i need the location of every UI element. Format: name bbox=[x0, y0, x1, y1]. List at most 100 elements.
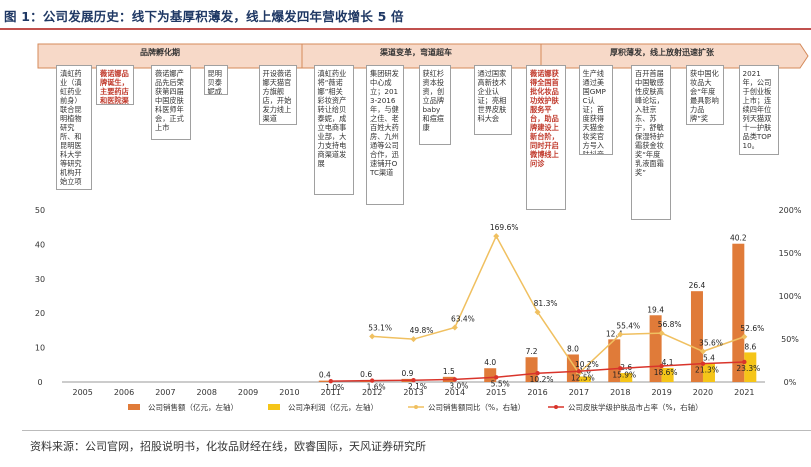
bar-data-label: 5.4 bbox=[703, 353, 715, 362]
y-right-tick-label: 50% bbox=[781, 335, 799, 344]
line-data-label: 12.5% bbox=[571, 373, 595, 382]
line-point bbox=[576, 369, 582, 374]
title-rule bbox=[0, 28, 811, 30]
line-point bbox=[700, 361, 706, 366]
line-data-label: 23.3% bbox=[736, 364, 760, 373]
legend-swatch bbox=[268, 404, 280, 410]
timeline-event: 百开首届中国敏感性皮肤高峰论坛，入驻京东、苏宁，舒敏保湿特护霜获金妆奖“年度乳液… bbox=[631, 65, 671, 220]
bar bbox=[578, 376, 591, 382]
bar-data-label: 8.6 bbox=[744, 342, 756, 351]
y-left-tick-label: 0 bbox=[37, 378, 42, 387]
line-point bbox=[617, 331, 624, 338]
bar bbox=[649, 315, 662, 382]
timeline-event: 通过国家高新技术企业认证；亮相世界皮肤科大会 bbox=[473, 65, 512, 135]
x-tick-label: 2007 bbox=[155, 388, 175, 397]
line-data-label: 35.6% bbox=[699, 338, 723, 347]
bar-data-label: 1.5 bbox=[443, 367, 455, 376]
line-data-label: 5.5% bbox=[491, 379, 510, 388]
phase-label-expansion: 厚积薄发，线上放射迅速扩张 bbox=[610, 48, 714, 57]
y-right-tick-label: 150% bbox=[779, 249, 802, 258]
legend-marker bbox=[554, 405, 558, 409]
timeline-event: 薇诺娜获得全国首批化妆品功效护肤服务平台，助品牌建设上新台阶，同时开启微博线上问… bbox=[526, 65, 566, 210]
legend-swatch bbox=[128, 404, 140, 410]
phase-banner bbox=[37, 43, 809, 69]
bar-data-label: 19.4 bbox=[647, 305, 664, 314]
line-point bbox=[369, 378, 375, 383]
bar bbox=[318, 380, 331, 382]
source-divider bbox=[22, 430, 811, 431]
y-left-tick-label: 50 bbox=[35, 206, 45, 215]
bar bbox=[690, 291, 703, 382]
line-data-label: 52.6% bbox=[740, 324, 764, 333]
line-data-label: 1.6% bbox=[367, 383, 386, 392]
y-left-tick-label: 40 bbox=[35, 240, 45, 249]
line-point bbox=[741, 333, 748, 340]
y-left-tick-label: 20 bbox=[35, 309, 45, 318]
bar-data-label: 26.4 bbox=[689, 281, 706, 290]
line-data-label: 3.0% bbox=[449, 381, 468, 390]
line-data-label: 56.8% bbox=[658, 320, 682, 329]
line-point bbox=[534, 309, 541, 316]
bar-data-label: 12.4 bbox=[606, 329, 623, 338]
figure-title: 图 1：公司发展历史：线下为基厚积薄发，线上爆发四年营收增长 5 倍 bbox=[4, 9, 404, 24]
bar-data-label: 7.2 bbox=[526, 347, 538, 356]
legend-label: 公司销售额（亿元，左轴） bbox=[148, 402, 238, 412]
bar-data-label: 0.9 bbox=[402, 369, 414, 378]
y-right-tick-label: 200% bbox=[779, 206, 802, 215]
bar-data-label: 40.2 bbox=[730, 234, 747, 243]
timeline-event: 薇诺娜产品先后荣获第四届中国皮肤科医师年会，正式上市 bbox=[151, 65, 191, 140]
line-point bbox=[659, 363, 664, 369]
timeline-event: 2021年，公司于创业板上市；连续四年位列天猫双十一护肤品类TOP10。 bbox=[738, 65, 779, 155]
bar bbox=[525, 357, 538, 382]
timeline-event: 薇诺娜品牌诞生，主要药店和医院渠道。 bbox=[96, 65, 134, 105]
line-data-label: 81.3% bbox=[534, 299, 558, 308]
x-tick-label: 2019 bbox=[651, 388, 671, 397]
bar-data-label: 4.1 bbox=[662, 358, 674, 367]
line-data-label: 18.6% bbox=[654, 368, 678, 377]
y-right-tick-label: 100% bbox=[779, 292, 802, 301]
line-point bbox=[410, 336, 417, 343]
timeline-event: 生产线通过美国GMPC认证；首度获得天猫金妆奖官方号入驻抖音 bbox=[578, 65, 613, 155]
line-point bbox=[618, 366, 623, 371]
line-point bbox=[494, 375, 499, 380]
x-tick-label: 2016 bbox=[527, 388, 547, 397]
timeline-event: 开设薇诺娜天猫官方旗舰店，开始发力线上渠道 bbox=[258, 65, 297, 125]
line-point bbox=[328, 378, 333, 384]
x-tick-label: 2018 bbox=[610, 388, 630, 397]
bar bbox=[661, 367, 674, 382]
timeline-event: 昆明贝泰妮成立 bbox=[203, 65, 228, 95]
line-data-label: 1.0% bbox=[325, 383, 344, 392]
bar bbox=[484, 368, 497, 382]
line-point bbox=[699, 348, 706, 355]
bar-data-label: 0.4 bbox=[319, 371, 331, 380]
x-tick-label: 2009 bbox=[238, 388, 258, 397]
line-point bbox=[493, 233, 500, 240]
chart: 0 10 20 30 40 50 0% 50% 100% 150% 200% 2005 2006 2007… bbox=[35, 206, 802, 412]
timeline-event: 滇虹药业将“薇诺娜”相关彩妆资产转让给贝泰妮，成立电商事业部，大力支持电商渠道发… bbox=[313, 65, 354, 195]
line-data-label: 169.6% bbox=[490, 223, 519, 232]
bar-data-label: 4.0 bbox=[484, 358, 496, 367]
line-data-label: 63.4% bbox=[451, 314, 475, 323]
x-tick-label: 2014 bbox=[445, 388, 465, 397]
y-left-tick-label: 30 bbox=[35, 275, 45, 284]
line-point bbox=[411, 377, 416, 383]
series-line bbox=[372, 234, 745, 375]
y-left-tick-label: 10 bbox=[35, 344, 45, 353]
y-right-tick-label: 0% bbox=[784, 378, 797, 387]
line-point bbox=[451, 324, 458, 331]
line-data-label: 15.9% bbox=[612, 370, 636, 379]
bar bbox=[702, 363, 715, 382]
line-point bbox=[658, 330, 665, 337]
line-data-label: 49.8% bbox=[410, 326, 434, 335]
line-data-label: 10.2% bbox=[575, 360, 599, 369]
legend-label: 公司销售额同比（%，右轴） bbox=[428, 402, 525, 412]
timeline-event: 获中国化妆品大会“年度最具影响力品牌”奖 bbox=[686, 65, 724, 125]
line-data-label: 55.4% bbox=[616, 321, 640, 330]
x-tick-label: 2017 bbox=[569, 388, 589, 397]
timeline-event: 集团研发中心成立；2013-2016年，与健之佳、老百姓大药房、九州通等公司合作… bbox=[366, 65, 404, 205]
bar bbox=[566, 354, 579, 382]
x-tick-label: 2010 bbox=[279, 388, 299, 397]
phase-label-incubation: 品牌孵化期 bbox=[140, 48, 180, 57]
line-data-label: 2.1% bbox=[408, 382, 427, 391]
bar bbox=[732, 243, 745, 382]
